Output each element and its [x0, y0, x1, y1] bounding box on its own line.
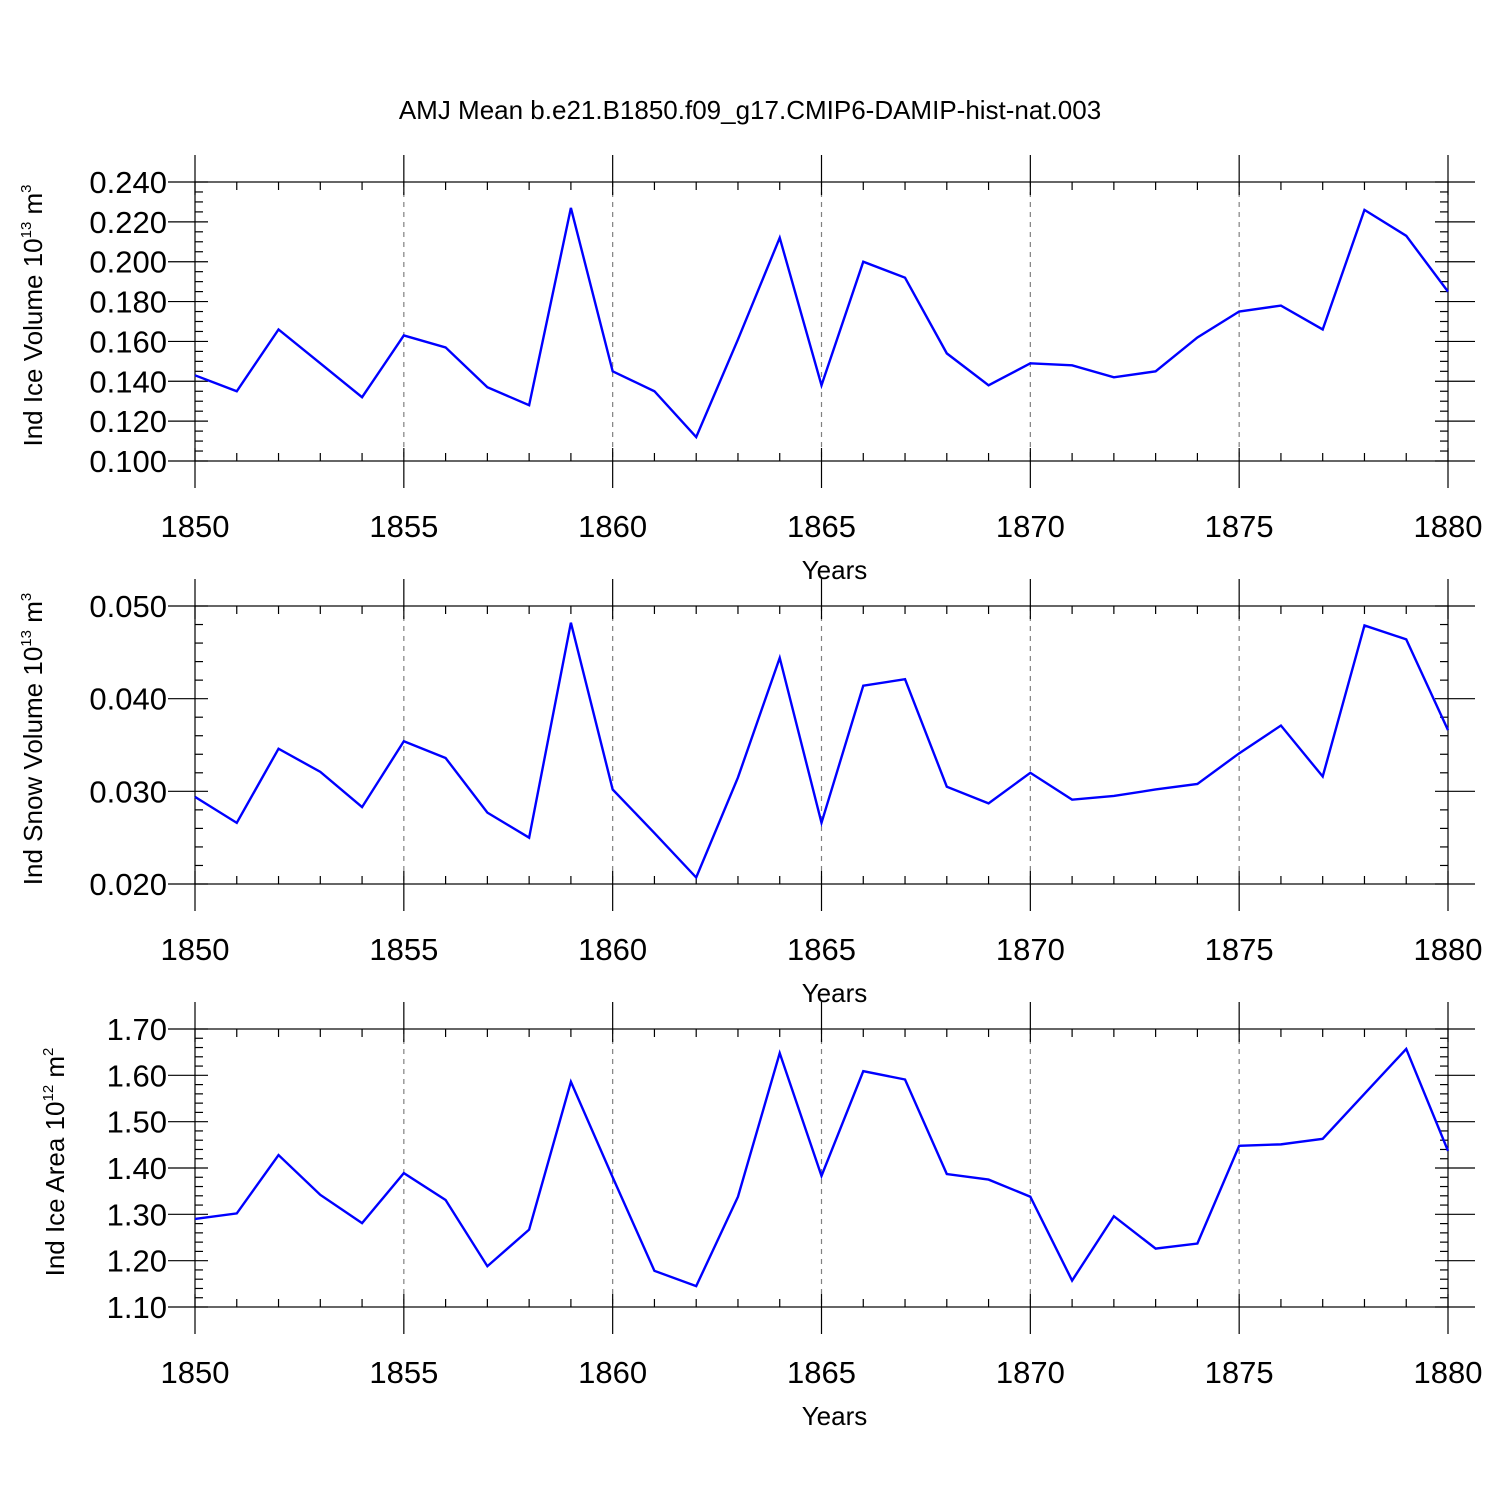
x-tick-label: 1855 — [369, 932, 438, 967]
y-tick-label: 0.050 — [89, 589, 167, 624]
y-tick-label: 0.160 — [89, 324, 167, 359]
x-tick-label: 1865 — [787, 932, 856, 967]
series-line — [194, 1046, 1450, 1288]
chart-title: AMJ Mean b.e21.B1850.f09_g17.CMIP6-DAMIP… — [399, 95, 1101, 125]
y-tick-label: 0.030 — [89, 774, 167, 809]
x-tick-label: 1860 — [578, 509, 647, 544]
x-tick-label: 1855 — [369, 1355, 438, 1390]
series-line — [194, 207, 1449, 440]
panel-2: 1850 1855 1860 1865 1870 1875 1880 0.020 0.030 0.… — [18, 579, 1482, 1008]
x-tick-label: 1850 — [161, 932, 230, 967]
x-tick-label: 1860 — [578, 1355, 647, 1390]
x-axis-title: Years — [802, 1401, 868, 1431]
y-tick-label: 0.140 — [89, 364, 167, 399]
x-tick-label: 1875 — [1205, 509, 1274, 544]
x-tick-label: 1870 — [996, 1355, 1065, 1390]
y-tick-label: 1.60 — [107, 1058, 167, 1093]
x-axis-title: Years — [802, 555, 868, 585]
y-tick-label: 1.20 — [107, 1244, 167, 1279]
y-axis-title: Ind Snow Volume 1013 m3 — [18, 593, 48, 885]
x-tick-label: 1850 — [161, 509, 230, 544]
y-tick-label: 1.10 — [107, 1290, 167, 1325]
y-tick-label: 0.020 — [89, 867, 167, 902]
x-tick-label: 1880 — [1414, 509, 1483, 544]
x-tick-label: 1865 — [787, 1355, 856, 1390]
y-tick-label: 1.40 — [107, 1151, 167, 1186]
y-axis-title: Ind Ice Area 1012 m2 — [40, 1048, 70, 1277]
panels: 1850 1855 1860 1865 1870 1875 1880 0.100 0.120 0.… — [18, 155, 1482, 1431]
x-tick-label: 1875 — [1205, 1355, 1274, 1390]
x-tick-label: 1870 — [996, 509, 1065, 544]
x-tick-label: 1870 — [996, 932, 1065, 967]
x-tick-label: 1860 — [578, 932, 647, 967]
y-tick-label: 0.200 — [89, 245, 167, 280]
y-tick-label: 0.100 — [89, 444, 167, 479]
y-tick-label: 1.70 — [107, 1012, 167, 1047]
y-axis-title: Ind Ice Volume 1013 m3 — [18, 184, 48, 446]
y-tick-label: 0.180 — [89, 285, 167, 320]
y-tick-label: 1.50 — [107, 1105, 167, 1140]
plot-frame — [194, 1028, 1449, 1308]
x-tick-label: 1880 — [1414, 1355, 1483, 1390]
x-tick-label: 1880 — [1414, 932, 1483, 967]
series-line — [194, 622, 1450, 880]
x-axis-title: Years — [802, 978, 868, 1008]
x-tick-label: 1850 — [161, 1355, 230, 1390]
y-tick-label: 0.220 — [89, 205, 167, 240]
plot-frame — [194, 181, 1449, 462]
y-tick-label: 0.240 — [89, 165, 167, 200]
y-tick-label: 0.040 — [89, 682, 167, 717]
x-tick-label: 1865 — [787, 509, 856, 544]
y-tick-label: 0.120 — [89, 404, 167, 439]
y-tick-label: 1.30 — [107, 1197, 167, 1232]
panel-3: 1850 1855 1860 1865 1870 1875 1880 1.10 1.20 1.30… — [40, 1002, 1482, 1431]
plot-frame — [194, 605, 1449, 885]
x-tick-label: 1855 — [369, 509, 438, 544]
x-tick-label: 1875 — [1205, 932, 1274, 967]
panel-1: 1850 1855 1860 1865 1870 1875 1880 0.100 0.120 0.… — [18, 155, 1482, 585]
